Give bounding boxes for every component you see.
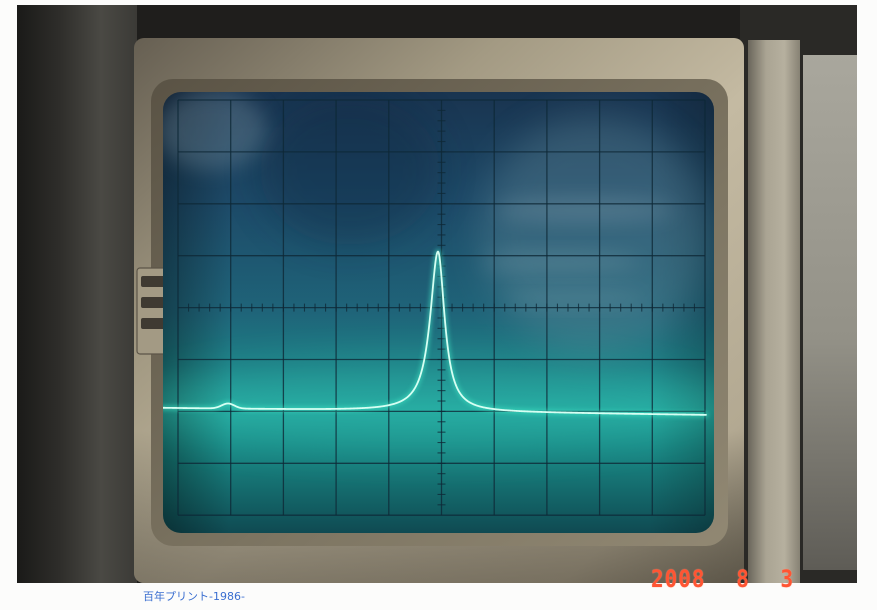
side-clip	[136, 267, 172, 355]
screen-shadow	[260, 95, 440, 245]
side-clip-slot	[141, 318, 167, 329]
side-clip-slot	[141, 297, 167, 308]
screen-reflection-streak	[505, 289, 645, 307]
print-caption: 百年プリント-1986-	[143, 590, 245, 603]
screen-reflection	[163, 92, 267, 170]
screen-content	[163, 92, 714, 533]
waveform-trace	[163, 250, 707, 416]
date-stamp: 2008 8 3	[651, 565, 795, 593]
side-clip-slot	[141, 276, 167, 287]
screen-reflection-streak	[495, 198, 675, 222]
right-control-strip	[748, 40, 800, 583]
photo-image	[17, 5, 857, 583]
screen-reflection-streak	[480, 252, 640, 272]
screen-glow-band	[163, 357, 714, 453]
right-side-panel	[803, 55, 857, 570]
left-wall	[17, 5, 137, 583]
screen-reflection	[480, 115, 710, 355]
